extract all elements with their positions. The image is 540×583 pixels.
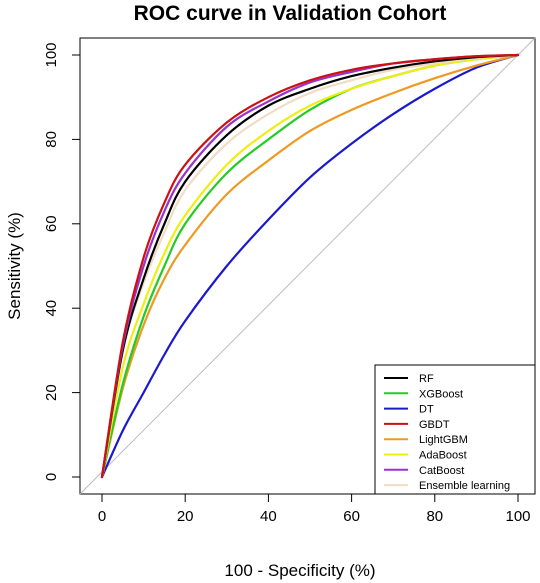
x-tick-label: 80 [426, 508, 443, 525]
legend-items: RF XGBoost DT GBDT LightGBM AdaBoost CatBoost E… [384, 373, 510, 492]
legend-label: AdaBoost [419, 450, 467, 462]
x-tick-label: 20 [177, 508, 194, 525]
y-tick-label: 0 [43, 473, 60, 481]
legend: RF XGBoost DT GBDT LightGBM AdaBoost CatBoost E… [374, 364, 536, 495]
x-tick-label: 60 [343, 508, 360, 525]
legend-label: DT [419, 404, 434, 416]
legend-box [374, 364, 536, 495]
legend-label: LightGBM [419, 434, 468, 446]
y-axis-label: Sensitivity (%) [5, 212, 24, 320]
x-axis: 0 20 40 60 80 100 [98, 494, 531, 525]
series-layer [100, 53, 520, 479]
reference-diagonal [79, 37, 536, 495]
legend-label: CatBoost [419, 465, 464, 477]
series-line-dt [100, 53, 520, 479]
series-line-lightgbm [100, 53, 520, 479]
y-tick-label: 80 [43, 131, 60, 148]
y-tick-label: 100 [43, 42, 60, 67]
legend-label: Ensemble learning [419, 480, 510, 492]
plot-frame [79, 37, 536, 495]
y-tick-label: 60 [43, 215, 60, 232]
legend-label: XGBoost [419, 388, 463, 400]
series-line-adaboost [100, 53, 520, 479]
x-axis-label: 100 - Specificity (%) [224, 561, 375, 580]
series-line-rf [100, 53, 520, 479]
y-axis: 0 20 40 60 80 100 [43, 42, 80, 481]
x-tick-label: 100 [505, 508, 530, 525]
series-line-gbdt [100, 53, 520, 479]
legend-label: RF [419, 373, 434, 385]
y-tick-label: 40 [43, 300, 60, 317]
chart-title: ROC curve in Validation Cohort [134, 2, 447, 25]
y-tick-label: 20 [43, 384, 60, 401]
x-tick-label: 0 [98, 508, 106, 525]
x-tick-label: 40 [260, 508, 277, 525]
legend-label: GBDT [419, 419, 450, 431]
